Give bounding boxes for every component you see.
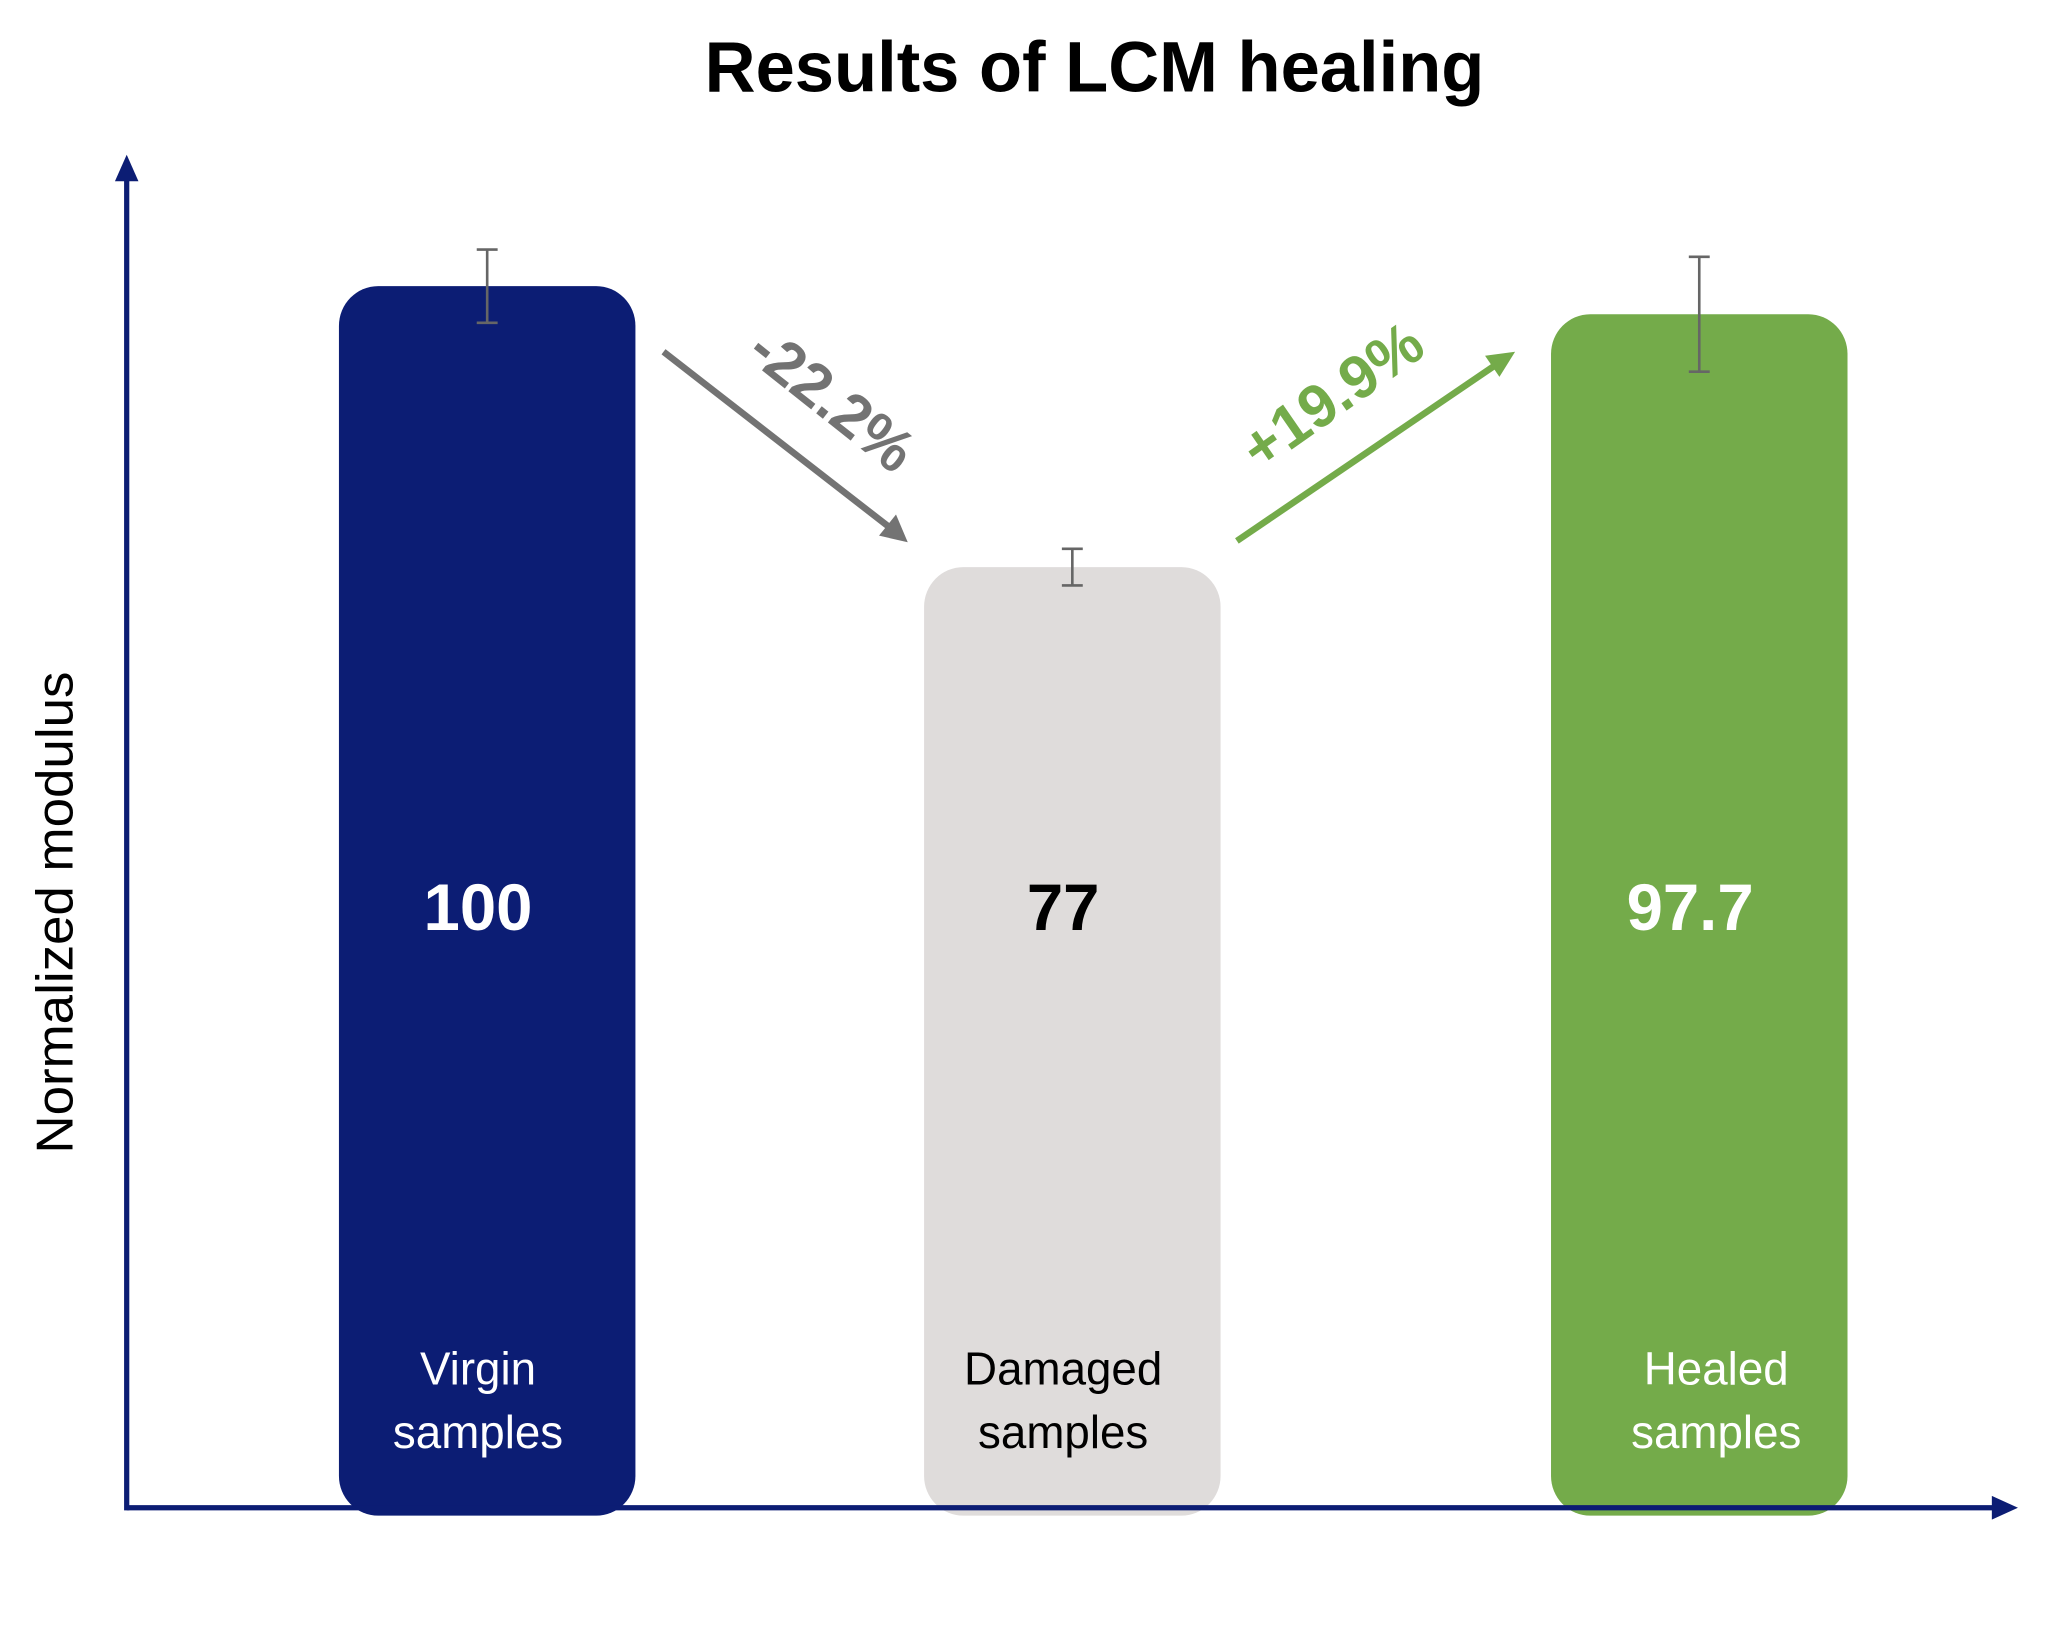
- y-axis-arrow: [114, 154, 139, 182]
- increase-arrowhead: [1485, 351, 1516, 377]
- x-tick-label: Virgin samples: [392, 1343, 564, 1459]
- category-label-box: Damaged samples: [964, 1343, 1163, 1459]
- value-label: 100: [424, 871, 533, 944]
- decrease-arrowhead: [879, 514, 908, 543]
- increase-arrow: [1235, 359, 1502, 544]
- x-tick-label: Healed samples: [1631, 1343, 1802, 1459]
- decrease-annotation: -22.2%: [737, 313, 929, 486]
- increase-annotation: +19.9%: [1228, 308, 1435, 483]
- value-label: 77: [1027, 871, 1100, 944]
- chart-title: Results of LCM healing: [705, 28, 1485, 107]
- category-label-box: Healed samples: [1631, 1343, 1802, 1459]
- y-axis-label: Normalized modulus: [26, 672, 85, 1154]
- category-label-box: Virgin samples: [392, 1343, 564, 1459]
- value-label: 97.7: [1627, 871, 1754, 944]
- bar: [338, 286, 636, 1516]
- decrease-arrow: [661, 349, 896, 533]
- bar: [924, 567, 1221, 1516]
- bar: [1551, 314, 1848, 1516]
- x-axis-arrow: [1991, 1495, 2018, 1520]
- x-tick-label: Damaged samples: [964, 1343, 1163, 1459]
